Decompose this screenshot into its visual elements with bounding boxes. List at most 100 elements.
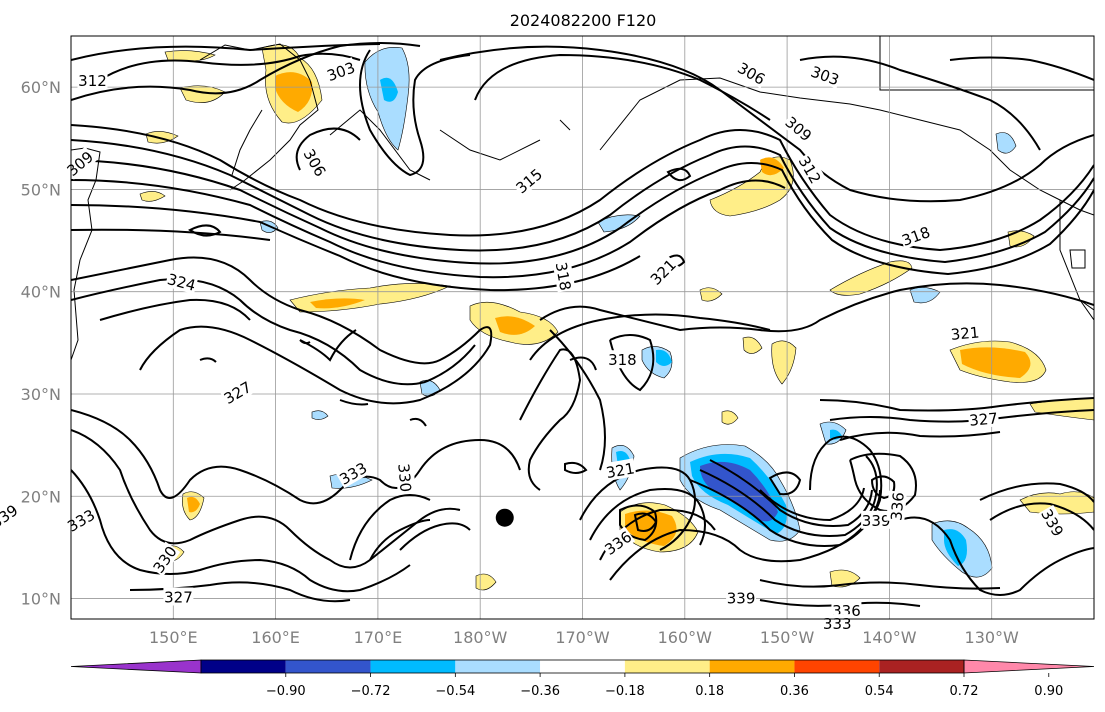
contour-label: 330 — [394, 462, 416, 494]
contour-label-background — [886, 490, 907, 523]
contour-label-background — [726, 588, 757, 607]
colorbar-tick-label: −0.36 — [520, 684, 560, 699]
contour-label-text: 327 — [164, 589, 193, 607]
contour-label-background — [808, 61, 843, 89]
colorbar-tick-label: −0.72 — [351, 684, 391, 699]
lon-tick-label: 150°W — [760, 628, 815, 647]
colorbar: −0.90 −0.72 −0.54 −0.36 −0.18 0.18 0.36 0.54 0.7… — [70, 659, 1095, 699]
contour-label-background — [861, 510, 892, 529]
colorbar-tick-label: 0.54 — [865, 684, 894, 699]
map-title: 2024082200 F120 — [510, 11, 657, 30]
contour-label-background — [967, 408, 1000, 429]
contour-label-text: 327 — [221, 378, 255, 408]
contour-label: 309 — [62, 146, 97, 180]
lat-tick-label: 30°N — [21, 385, 61, 404]
height-contours — [71, 42, 1094, 607]
contour-label-background — [335, 457, 371, 489]
colorbar-tick-label: −0.90 — [266, 684, 306, 699]
contour-label-text: 318 — [899, 223, 932, 250]
contour-label: 303 — [808, 61, 843, 89]
lon-tick-label: 170°E — [354, 628, 403, 647]
contour-label-text: 321 — [605, 459, 636, 482]
colorbar-outline — [200, 659, 965, 674]
contour-label: 327 — [219, 376, 255, 408]
contour-label-text: 330 — [394, 463, 414, 493]
contour-label-text: 327 — [968, 409, 998, 429]
contour-label: 321 — [645, 254, 680, 289]
contour-label: 336 — [886, 490, 908, 523]
colorbar-segment — [455, 660, 541, 673]
contour-label-background — [1037, 504, 1069, 540]
longitude-axis: 150°E 160°E 170°E 180°W 170°W 160°W 150°W 140°W… — [149, 628, 1019, 647]
contour-label: 327 — [967, 408, 1000, 430]
colorbar-tick-label: 0.90 — [1034, 684, 1063, 699]
contour-label: 324 — [164, 268, 199, 295]
contour-label-background — [300, 144, 331, 180]
colorbar-tick-label: −0.54 — [435, 684, 475, 699]
contour-label-background — [323, 57, 358, 85]
colorbar-segment — [879, 660, 964, 673]
contour-label-text: 312 — [795, 153, 825, 187]
lon-tick-label: 160°W — [658, 628, 713, 647]
contour-label: 318 — [552, 259, 576, 293]
lon-tick-label: 180°W — [453, 628, 508, 647]
lat-tick-label: 40°N — [21, 283, 61, 302]
contour-label-background — [77, 71, 108, 90]
contour-label-background — [734, 57, 770, 89]
contour-label-background — [0, 499, 22, 532]
contour-label-background — [607, 350, 638, 369]
contour-label-text: 306 — [300, 146, 330, 180]
contour-label-background — [645, 254, 680, 289]
contour-label-background — [552, 259, 576, 293]
contour-label: 303 — [323, 57, 358, 85]
contour-label-text: 321 — [950, 323, 980, 343]
lat-tick-label: 60°N — [21, 78, 61, 97]
contour-label: 327 — [163, 587, 194, 607]
contour-label: 339 — [861, 510, 892, 530]
contour-label-background — [600, 526, 636, 559]
colorbar-segment — [201, 660, 286, 673]
contour-label: 318 — [607, 350, 638, 369]
contour-label-text: 333 — [823, 615, 852, 633]
map-content — [71, 36, 1094, 619]
colorbar-extend-high — [963, 659, 1095, 674]
contour-label: 321 — [949, 322, 981, 344]
contour-label-background — [148, 541, 181, 577]
contour-label: 315 — [511, 163, 546, 198]
lon-tick-label: 140°W — [862, 628, 917, 647]
colorbar-tick-label: 0.72 — [950, 684, 979, 699]
contour-label: 306 — [300, 144, 331, 180]
contour-label-text: 312 — [78, 72, 107, 90]
colorbar-segment — [370, 660, 456, 673]
contour-label: 333 — [63, 504, 99, 536]
contour-label-text: 339 — [0, 501, 21, 532]
contour-label: 318 — [898, 221, 933, 250]
contour-label-text: 321 — [647, 256, 680, 289]
contour-label-background — [603, 458, 637, 482]
lat-tick-label: 20°N — [21, 487, 61, 506]
contour-label-text: 318 — [608, 351, 637, 369]
lon-tick-label: 150°E — [149, 628, 198, 647]
lon-tick-label: 160°E — [251, 628, 300, 647]
contour-label-text: 309 — [63, 148, 97, 180]
contour-label-background — [163, 587, 194, 606]
contour-label-background — [219, 376, 255, 408]
contour-label-text: 303 — [808, 63, 841, 90]
contour-label-text: 318 — [552, 261, 575, 292]
contour-label: 321 — [603, 458, 637, 482]
contour-label-text: 339 — [727, 590, 756, 608]
colorbar-extend-low — [70, 659, 202, 674]
colorbar-segment — [540, 660, 625, 673]
contour-label: 312 — [77, 71, 108, 90]
latitude-axis: 60°N 50°N 40°N 30°N 20°N 10°N — [21, 78, 61, 608]
colorbar-segment — [624, 660, 710, 673]
contour-label-background — [63, 504, 99, 536]
contour-label-background — [511, 163, 546, 198]
contour-label: 333 — [822, 614, 853, 633]
contour-label-background — [781, 111, 817, 145]
contour-label-text: 333 — [64, 506, 98, 536]
lat-tick-label: 10°N — [21, 590, 61, 609]
contour-label-background — [164, 268, 199, 295]
lon-tick-label: 170°W — [555, 628, 610, 647]
contour-label-text: 336 — [887, 491, 907, 521]
